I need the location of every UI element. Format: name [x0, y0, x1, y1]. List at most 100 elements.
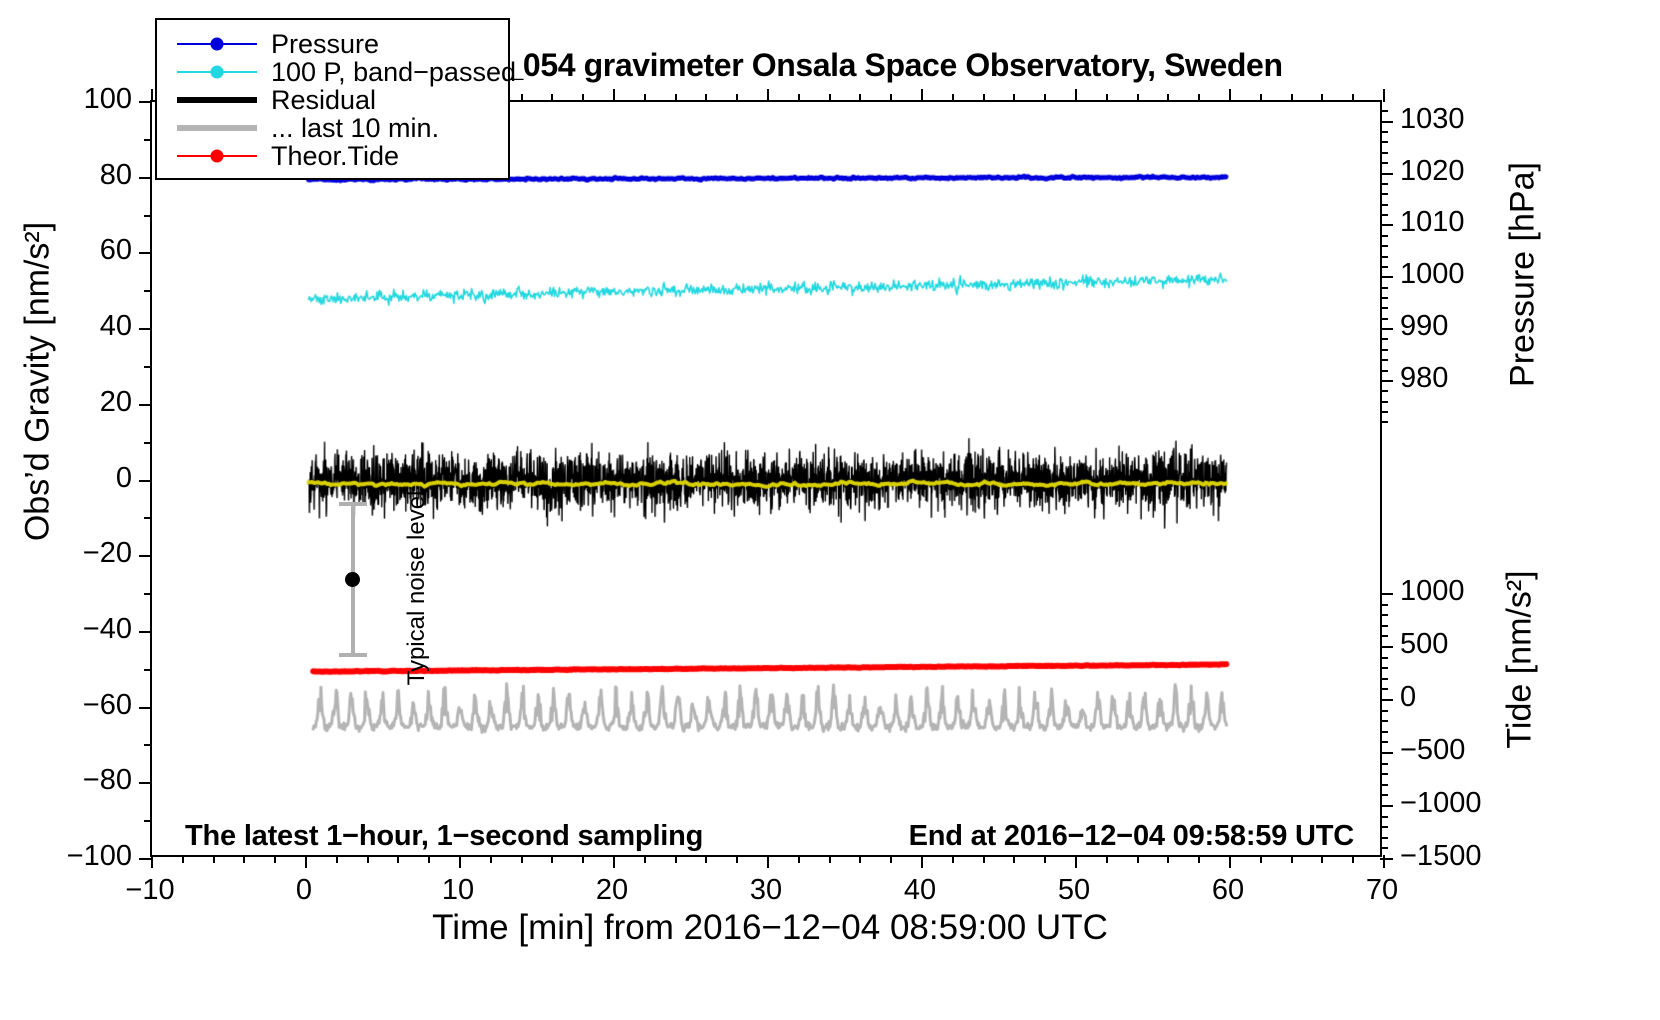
pressure-tick-major: [1380, 379, 1393, 382]
x-tick-major: [1383, 855, 1385, 868]
legend-item-0[interactable]: Pressure: [157, 30, 508, 58]
x-tick-major: [921, 855, 923, 868]
x-tick-label-4: 30: [749, 874, 783, 906]
pressure-tick-minor: [1380, 348, 1388, 351]
tide-tick-minor: [1380, 730, 1388, 733]
y-axis-label-tide: Tide [nm/s²]: [1500, 570, 1539, 749]
noise-errorbar-cap-top: [339, 502, 367, 506]
y-tick-major: [139, 479, 152, 482]
tide-tick-minor: [1380, 603, 1388, 606]
legend-item-3[interactable]: ... last 10 min.: [157, 114, 508, 142]
tide-tick-minor: [1380, 635, 1388, 638]
x-tick-minor: [797, 855, 800, 863]
tide-tick-minor: [1380, 815, 1388, 818]
legend-label: 100 P, band−passed: [271, 56, 516, 87]
tide-tick-minor: [1380, 709, 1388, 712]
pressure-tick-minor: [1380, 286, 1388, 289]
y-tick-minor: [144, 668, 152, 671]
x-tick-major-top: [151, 89, 153, 102]
tide-tick-label-4: 500: [1400, 628, 1449, 661]
y-tick-label-1: −80: [82, 764, 132, 797]
x-tick-minor: [1105, 855, 1108, 863]
legend: Pressure 100 P, band−passed Residual... la…: [155, 18, 516, 180]
x-tick-minor: [181, 855, 184, 863]
tide-tick-major: [1380, 858, 1393, 860]
legend-dot-icon: [210, 65, 224, 79]
x-tick-major: [767, 855, 769, 868]
y-tick-label-3: −40: [82, 612, 132, 645]
x-tick-minor: [674, 855, 677, 863]
x-tick-minor: [1167, 855, 1170, 863]
x-tick-minor-top: [520, 94, 523, 102]
tide-tick-minor: [1380, 688, 1388, 691]
pressure-tick-minor: [1380, 193, 1388, 196]
tide-tick-label-2: −500: [1400, 734, 1466, 767]
x-tick-minor: [212, 855, 215, 863]
tide-tick-minor: [1380, 720, 1388, 723]
x-tick-minor: [1321, 855, 1324, 863]
y-tick-label-6: 20: [99, 385, 132, 418]
pressure-tick-minor: [1380, 141, 1388, 144]
x-tick-minor-top: [951, 94, 954, 102]
pressure-tick-minor: [1380, 151, 1388, 154]
y-tick-label-10: 100: [83, 83, 132, 115]
y-tick-minor: [144, 593, 152, 596]
y-tick-minor: [144, 820, 152, 823]
x-tick-label-6: 50: [1057, 874, 1091, 906]
tide-tick-label-3: 0: [1400, 681, 1417, 714]
tide-tick-major: [1380, 699, 1393, 702]
x-tick-minor: [1198, 855, 1201, 863]
x-tick-minor: [1013, 855, 1016, 863]
tide-tick-minor: [1380, 677, 1388, 680]
noise-center-dot: [345, 572, 360, 587]
legend-item-4[interactable]: Theor.Tide: [157, 142, 508, 170]
tide-tick-minor: [1380, 773, 1388, 776]
x-tick-label-0: −10: [125, 874, 175, 906]
pressure-tick-major: [1380, 276, 1393, 279]
pressure-tick-minor: [1380, 255, 1388, 258]
pressure-tick-minor: [1380, 182, 1388, 185]
legend-item-2[interactable]: Residual: [157, 86, 508, 114]
x-tick-minor-top: [582, 94, 585, 102]
y-tick-label-2: −60: [82, 688, 132, 721]
tide-tick-minor: [1380, 826, 1388, 829]
x-tick-major-top: [1075, 89, 1077, 102]
noise-errorbar-cap-bottom: [339, 653, 367, 657]
y-tick-label-4: −20: [82, 537, 132, 570]
x-tick-minor: [1290, 855, 1293, 863]
pressure-tick-minor: [1380, 338, 1388, 341]
x-tick-minor-top: [643, 94, 646, 102]
legend-line-icon: [177, 97, 257, 103]
x-tick-minor: [551, 855, 554, 863]
x-tick-label-1: 0: [295, 874, 313, 906]
plot-canvas: [152, 102, 1380, 855]
y-tick-label-8: 60: [99, 234, 132, 267]
x-axis-label: Time [min] from 2016−12−04 08:59:00 UTC: [432, 908, 1108, 947]
x-tick-major-top: [613, 89, 615, 102]
y-tick-minor: [144, 744, 152, 747]
y-tick-minor: [144, 365, 152, 368]
x-tick-minor: [859, 855, 862, 863]
pressure-tick-minor: [1380, 411, 1388, 414]
pressure-tick-label-2: 1000: [1400, 258, 1465, 291]
tide-tick-minor: [1380, 667, 1388, 670]
x-tick-major-top: [1229, 89, 1231, 102]
x-tick-minor: [335, 855, 338, 863]
pressure-tick-minor: [1380, 245, 1388, 248]
tide-tick-label-1: −1000: [1400, 787, 1482, 819]
y-tick-major: [139, 782, 152, 785]
pressure-tick-minor: [1380, 421, 1388, 424]
pressure-tick-major: [1380, 120, 1393, 123]
pressure-tick-minor: [1380, 234, 1388, 237]
y-tick-major: [139, 252, 152, 255]
legend-label: Residual: [271, 84, 377, 115]
x-tick-minor: [705, 855, 708, 863]
tide-tick-minor: [1380, 656, 1388, 659]
tide-tick-minor: [1380, 624, 1388, 627]
x-tick-minor-top: [828, 94, 831, 102]
y-tick-major: [139, 403, 152, 406]
y-tick-major: [139, 706, 152, 709]
x-tick-minor-top: [1013, 94, 1016, 102]
legend-item-1[interactable]: 100 P, band−passed: [157, 58, 516, 86]
x-tick-minor: [828, 855, 831, 863]
